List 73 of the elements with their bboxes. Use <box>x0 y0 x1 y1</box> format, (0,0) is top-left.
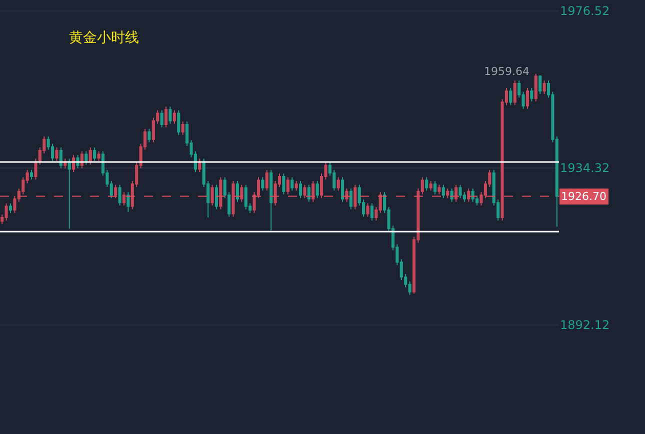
candlestick <box>8 202 12 214</box>
candlestick <box>126 192 130 212</box>
candlestick <box>177 110 180 136</box>
candlestick <box>366 202 370 218</box>
candlestick <box>316 180 319 199</box>
candlestick <box>442 184 445 199</box>
candlestick <box>261 176 264 192</box>
candlestick <box>454 184 458 202</box>
candlestick <box>370 202 374 221</box>
candlestick <box>30 169 34 180</box>
candlestick <box>240 184 244 202</box>
candlestick <box>236 180 239 202</box>
candlestick <box>526 87 530 110</box>
candlestick <box>290 176 294 192</box>
candlestick <box>349 188 352 210</box>
candlestick <box>88 147 92 166</box>
candlestick <box>341 176 344 202</box>
candlestick <box>72 154 76 173</box>
candlestick <box>93 147 96 162</box>
candlestick <box>181 120 184 136</box>
candlestick <box>458 184 462 199</box>
candlestick <box>172 110 176 124</box>
annotation: 1959.64 <box>484 65 530 78</box>
candlestick <box>80 150 84 169</box>
candlestick <box>471 188 474 202</box>
candlestick <box>425 176 428 192</box>
candlestick <box>164 106 168 128</box>
candlestick <box>438 184 441 195</box>
candlestick <box>303 184 306 199</box>
candlestick <box>160 110 164 128</box>
candlestick <box>118 184 122 206</box>
candlestick <box>429 180 432 192</box>
candlestick <box>345 188 348 202</box>
candlestick <box>450 188 454 202</box>
candlestick <box>59 147 62 169</box>
candlestick <box>433 180 437 195</box>
candlestick <box>210 184 214 206</box>
y-tick-label: 1892.12 <box>560 318 610 332</box>
ref-line-label: 1926.70 <box>561 190 606 203</box>
candlestick <box>219 176 222 210</box>
candlestick <box>534 73 538 102</box>
candlestick <box>270 169 273 231</box>
candlestick <box>68 158 71 230</box>
candlestick <box>214 184 218 210</box>
y-tick-label: 1976.52 <box>560 4 610 18</box>
candlestick <box>97 150 100 162</box>
candlestick <box>354 184 357 210</box>
candlestick <box>542 80 546 94</box>
candlestick <box>168 106 172 124</box>
candlestick <box>55 147 58 162</box>
candlestick <box>282 173 286 195</box>
candlestick <box>513 80 516 106</box>
candlestick <box>244 184 248 210</box>
candlestick <box>286 176 290 195</box>
candlestick <box>148 128 151 143</box>
candlestick <box>446 188 450 199</box>
candlestick <box>232 180 235 218</box>
candlestick <box>4 202 8 221</box>
candlestick <box>312 180 315 202</box>
candlestick <box>265 169 268 192</box>
candlestick <box>509 87 512 106</box>
candlestick <box>84 150 88 166</box>
candlestick <box>294 180 298 192</box>
candlestick <box>114 184 118 199</box>
text: 黄金小时线 <box>69 30 139 46</box>
candlestick <box>530 87 534 102</box>
candlestick <box>298 180 302 199</box>
candlestick <box>336 176 340 192</box>
y-tick-label: 1934.32 <box>560 161 610 176</box>
candlestick <box>122 192 126 206</box>
candlestick <box>467 188 470 202</box>
candlestick <box>307 184 310 202</box>
candlestick <box>538 74 542 94</box>
